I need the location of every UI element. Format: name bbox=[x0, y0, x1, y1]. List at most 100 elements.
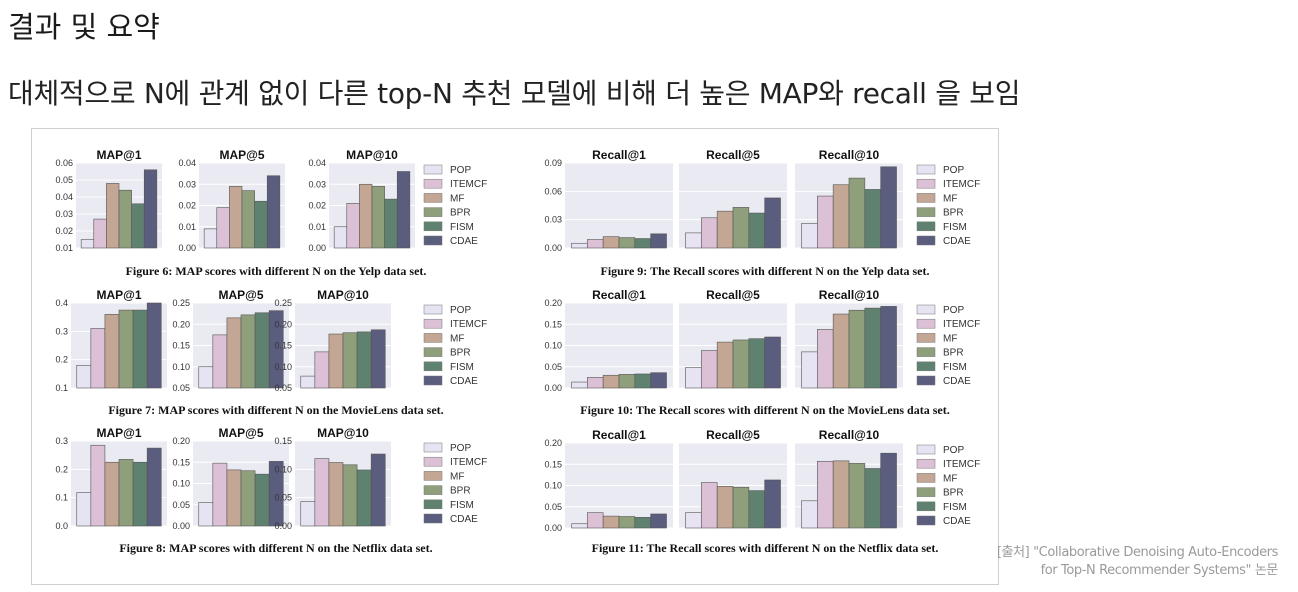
legend-swatch bbox=[916, 318, 936, 329]
legend-label: POP bbox=[450, 443, 471, 454]
bar-fism bbox=[356, 469, 372, 527]
legend-swatch bbox=[423, 221, 443, 232]
legend-swatch bbox=[423, 375, 443, 386]
bar-itemcf bbox=[93, 218, 107, 249]
bar-mf bbox=[226, 317, 242, 389]
y-tick-label: 0.05 bbox=[172, 500, 190, 510]
legend-label: ITEMCF bbox=[943, 319, 980, 330]
bar-fism bbox=[254, 312, 270, 389]
bar-pop bbox=[685, 367, 702, 389]
panel-title: MAP@1 bbox=[96, 148, 141, 162]
panel-title: MAP@5 bbox=[218, 288, 263, 302]
bar-pop bbox=[801, 351, 818, 389]
bar-fism bbox=[634, 517, 651, 529]
legend-swatch bbox=[916, 515, 936, 526]
source-note: [출처] "Collaborative Denoising Auto-Encod… bbox=[996, 544, 1279, 580]
y-tick-label: 0.05 bbox=[172, 383, 190, 393]
bar-fism bbox=[864, 189, 881, 249]
y-tick-label: 0.10 bbox=[544, 341, 562, 351]
bar-itemcf bbox=[212, 334, 228, 389]
bar-pop bbox=[300, 375, 316, 389]
bar-pop bbox=[685, 232, 702, 249]
bar-cdae bbox=[880, 306, 897, 389]
bar-mf bbox=[832, 184, 850, 249]
figure-caption: Figure 10: The Recall scores with differ… bbox=[580, 403, 949, 417]
bar-bpr bbox=[618, 237, 636, 249]
bar-pop bbox=[333, 226, 348, 249]
bar-mf bbox=[226, 469, 242, 527]
y-tick-label: 0.03 bbox=[308, 179, 326, 189]
bar-itemcf bbox=[90, 444, 106, 527]
bar-fism bbox=[254, 473, 270, 527]
bar-cdae bbox=[370, 329, 386, 389]
y-tick-label: 0.10 bbox=[274, 464, 292, 474]
y-tick-label: 0.25 bbox=[172, 298, 190, 308]
bar-bpr bbox=[342, 464, 358, 527]
bar-itemcf bbox=[701, 482, 718, 529]
legend-swatch bbox=[423, 513, 443, 524]
bar-fism bbox=[131, 203, 145, 249]
bar-cdae bbox=[880, 166, 897, 249]
bar-bpr bbox=[118, 459, 134, 527]
panel-title: MAP@10 bbox=[317, 288, 369, 302]
bar-cdae bbox=[146, 302, 162, 389]
bar-cdae bbox=[764, 479, 781, 529]
bar-cdae bbox=[266, 175, 281, 249]
y-tick-label: 0.01 bbox=[178, 222, 196, 232]
bar-cdae bbox=[143, 169, 158, 249]
y-tick-label: 0.03 bbox=[544, 215, 562, 225]
bar-itemcf bbox=[346, 203, 360, 249]
legend-label: BPR bbox=[450, 348, 471, 359]
bar-mf bbox=[602, 374, 620, 389]
legend-swatch bbox=[916, 207, 936, 217]
panel-title: Recall@5 bbox=[706, 148, 760, 162]
bar-mf bbox=[328, 462, 344, 527]
bar-cdae bbox=[396, 171, 411, 249]
y-tick-label: 0.15 bbox=[172, 341, 190, 351]
bar-cdae bbox=[268, 461, 284, 527]
y-tick-label: 0.20 bbox=[172, 436, 190, 446]
legend-label: BPR bbox=[943, 208, 964, 219]
legend-label: FISM bbox=[943, 502, 967, 513]
bar-pop bbox=[801, 223, 818, 249]
y-tick-label: 0.05 bbox=[544, 362, 562, 372]
legend-label: BPR bbox=[943, 348, 964, 359]
legend-swatch bbox=[916, 501, 936, 512]
legend-label: ITEMCF bbox=[450, 457, 487, 468]
panel-title: MAP@10 bbox=[317, 426, 369, 440]
y-tick-label: 0.00 bbox=[544, 243, 562, 253]
bar-pop bbox=[571, 523, 588, 529]
legend-swatch bbox=[916, 375, 936, 386]
bar-itemcf bbox=[817, 329, 834, 389]
figures-svg: 0.01 0.02 0.03 0.04 0.05 0.06 MAP@1 0.00 0.01 0.0… bbox=[55, 148, 980, 555]
legend-swatch bbox=[423, 499, 443, 510]
bar-cdae bbox=[764, 336, 781, 389]
legend-label: ITEMCF bbox=[943, 179, 980, 190]
bar-fism bbox=[254, 200, 268, 249]
y-tick-label: 0.02 bbox=[178, 201, 196, 211]
y-tick-label: 0.10 bbox=[274, 362, 292, 372]
bar-fism bbox=[634, 373, 651, 389]
bar-bpr bbox=[118, 189, 132, 249]
y-tick-label: 0.4 bbox=[55, 298, 68, 308]
bar-mf bbox=[716, 341, 734, 389]
source-line-1: [출처] "Collaborative Denoising Auto-Encod… bbox=[996, 545, 1279, 560]
y-tick-label: 0.20 bbox=[172, 319, 190, 329]
legend-swatch bbox=[916, 304, 936, 315]
y-tick-label: 0.15 bbox=[544, 459, 562, 469]
legend-swatch bbox=[916, 164, 936, 175]
y-tick-label: 0.00 bbox=[172, 521, 190, 531]
panel-title: Recall@10 bbox=[819, 428, 880, 442]
y-tick-label: 0.1 bbox=[55, 383, 68, 393]
bar-mf bbox=[832, 460, 850, 529]
legend-swatch bbox=[916, 347, 936, 357]
bar-fism bbox=[748, 212, 765, 249]
bar-bpr bbox=[732, 207, 750, 249]
y-tick-label: 0.10 bbox=[172, 479, 190, 489]
panel-title: Recall@10 bbox=[819, 288, 880, 302]
legend-swatch bbox=[423, 178, 443, 189]
legend-label: ITEMCF bbox=[450, 319, 487, 330]
bar-mf bbox=[602, 515, 620, 529]
bar-cdae bbox=[268, 310, 284, 389]
figure-panel: 0.01 0.02 0.03 0.04 0.05 0.06 MAP@1 0.00 0.01 0.0… bbox=[31, 128, 999, 585]
